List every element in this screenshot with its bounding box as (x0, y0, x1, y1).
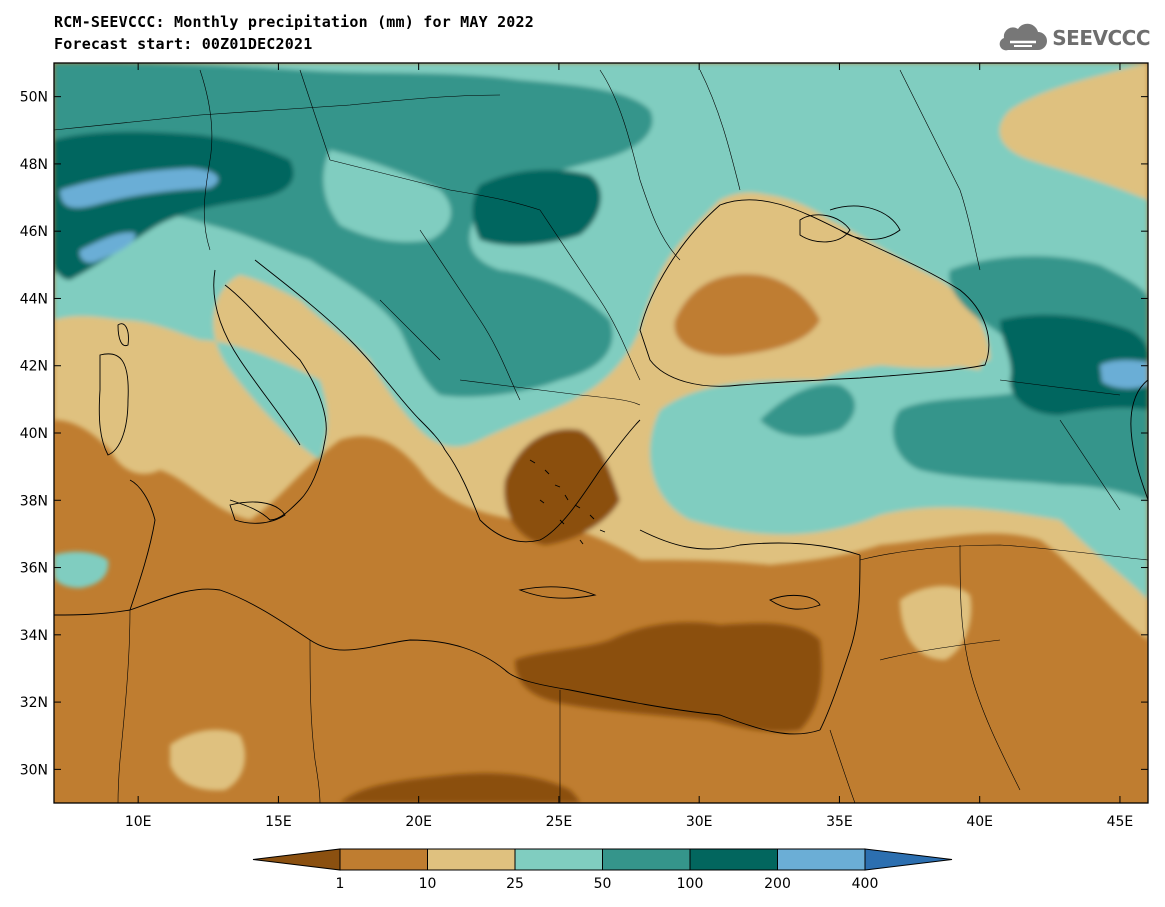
field-50-100-central (323, 150, 451, 242)
colorbar-swatch-200_400 (777, 848, 866, 871)
colorbar-label: 100 (677, 876, 704, 892)
colorbar-swatch-25_50 (514, 848, 603, 871)
y-tick-label: 40N (20, 426, 48, 442)
field-10-25-sahara (170, 729, 245, 791)
country-borders (54, 69, 1148, 803)
field-black-sea-1-10 (674, 274, 820, 356)
italy-west-coast (213, 269, 301, 446)
x-tick-label: 30E (686, 814, 713, 830)
field-below-1-libya (515, 622, 822, 732)
x-tick-label: 20E (405, 814, 432, 830)
colorbar-label: 1 (336, 876, 345, 892)
y-tick-label: 46N (20, 224, 48, 240)
y-tick-label: 44N (20, 291, 48, 307)
logo-text: SEEVCCC (1052, 26, 1150, 50)
colorbar-swatch-100_200 (689, 848, 778, 871)
colorbar: 1 10 25 50 100 200 400 (252, 848, 953, 892)
map-title: RCM-SEEVCCC: Monthly precipitation (mm) … (54, 13, 534, 31)
sardinia-coast (98, 353, 129, 456)
colorbar-swatch-above-400 (864, 848, 953, 871)
crimea-coast (799, 214, 851, 243)
black-sea-coast (639, 199, 990, 387)
levant-coast (819, 554, 861, 731)
field-200-400-alps-2 (79, 232, 136, 263)
field-black-sea-dry (999, 63, 1148, 200)
field-100-200-caucasus (1000, 314, 1148, 415)
sicily-coast (229, 501, 286, 524)
greece-coast (444, 419, 641, 543)
colorbar-swatch-1_10 (339, 848, 428, 871)
colorbar-label: 10 (419, 876, 437, 892)
colorbar-label: 200 (764, 876, 791, 892)
field-50-100-caucasus (892, 255, 1148, 500)
corsica-coast (117, 323, 129, 347)
seevccc-logo: SEEVCCC (996, 22, 1150, 54)
map-axes: 10E 15E 20E 25E 30E 35E 40E 45E 50N 48N 46N 44N 42N 4… (20, 63, 1148, 830)
y-tick-label: 32N (20, 695, 48, 711)
field-below-1-south (340, 773, 580, 803)
y-tick-label: 34N (20, 628, 48, 644)
x-tick-label: 45E (1107, 814, 1134, 830)
x-tick-label: 10E (125, 814, 152, 830)
egypt-coast (504, 669, 821, 735)
field-50-100-turkey (760, 384, 855, 437)
italy-coast (224, 284, 327, 521)
colorbar-swatch-10_25 (427, 848, 516, 871)
forecast-start-subtitle: Forecast start: 00Z01DEC2021 (54, 35, 313, 53)
crete-coast (518, 586, 597, 599)
colorbar-label: 400 (852, 876, 879, 892)
colorbar-label: 25 (506, 876, 524, 892)
x-tick-label: 25E (546, 814, 573, 830)
field-25-50-west (54, 551, 109, 588)
y-tick-label: 38N (20, 493, 48, 509)
cloud-icon (999, 23, 1048, 51)
colorbar-label: 50 (594, 876, 612, 892)
y-tick-label: 36N (20, 561, 48, 577)
coastlines (54, 199, 1148, 735)
cyprus-coast (769, 594, 821, 610)
precipitation-field (54, 63, 1148, 803)
y-tick-label: 50N (20, 90, 48, 106)
y-tick-label: 48N (20, 157, 48, 173)
caspian-coast (1130, 379, 1148, 501)
x-tick-label: 35E (826, 814, 853, 830)
x-tick-label: 40E (966, 814, 993, 830)
x-tick-label: 15E (265, 814, 292, 830)
aegean-islands (529, 459, 606, 545)
azov-coast (829, 205, 901, 240)
field-200-400-caucasus (1100, 360, 1148, 389)
y-tick-label: 30N (20, 762, 48, 778)
field-100-200-carpathians (472, 169, 601, 246)
adriatic-east-coast (254, 259, 446, 451)
y-tick-label: 42N (20, 359, 48, 375)
colorbar-swatch-below-1 (252, 848, 341, 871)
tunisia-coast (129, 479, 156, 611)
colorbar-swatch-50_100 (602, 848, 691, 871)
field-10-25-syria (900, 585, 972, 660)
turkey-south-coast (639, 529, 861, 556)
field-200-400-alps-1 (60, 168, 219, 208)
